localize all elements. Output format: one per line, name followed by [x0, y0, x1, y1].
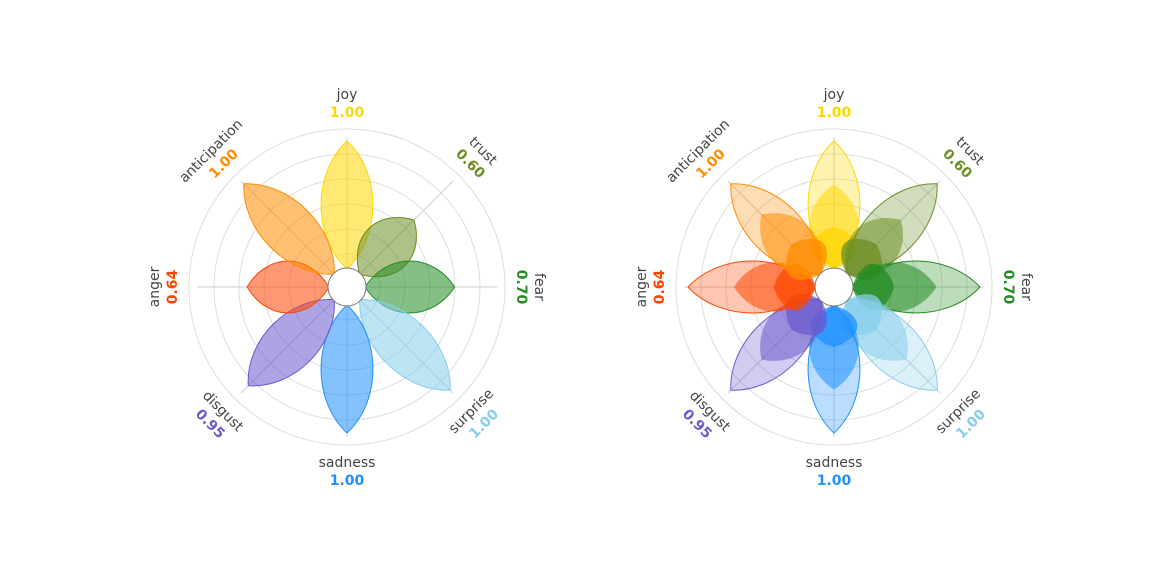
emotion-label-joy: joy — [823, 87, 845, 103]
center-circle — [327, 267, 367, 307]
emotion-label-fear: fear — [1018, 273, 1034, 301]
value-label-anger: 0.64 — [652, 269, 668, 304]
value-label-joy: 1.00 — [330, 105, 365, 121]
grid-ring — [188, 128, 506, 446]
petal-sadness — [320, 304, 374, 434]
value-label-sadness: 1.00 — [817, 473, 852, 489]
emotion-label-sadness: sadness — [806, 455, 863, 471]
plutchik-chart-left: joy1.00trust0.60fear0.70surprise1.00sadn… — [147, 87, 547, 489]
value-label-fear: 0.70 — [1000, 270, 1016, 305]
petal-anticipation — [243, 183, 335, 275]
emotion-label-sadness: sadness — [319, 455, 376, 471]
value-label-fear: 0.70 — [513, 270, 529, 305]
center-circle — [814, 267, 854, 307]
emotion-label-joy: joy — [336, 87, 358, 103]
emotion-label-anger: anger — [147, 266, 163, 307]
value-label-anger: 0.64 — [165, 269, 181, 304]
value-label-sadness: 1.00 — [330, 473, 365, 489]
emotion-label-anger: anger — [634, 266, 650, 307]
emotion-label-fear: fear — [531, 273, 547, 301]
value-label-joy: 1.00 — [817, 105, 852, 121]
petal-inner-anticipation — [785, 238, 827, 280]
petal-surprise — [359, 299, 451, 391]
plutchik-chart-right: joy1.00trust0.60fear0.70surprise1.00sadn… — [634, 87, 1034, 489]
grid-ring — [675, 128, 993, 446]
